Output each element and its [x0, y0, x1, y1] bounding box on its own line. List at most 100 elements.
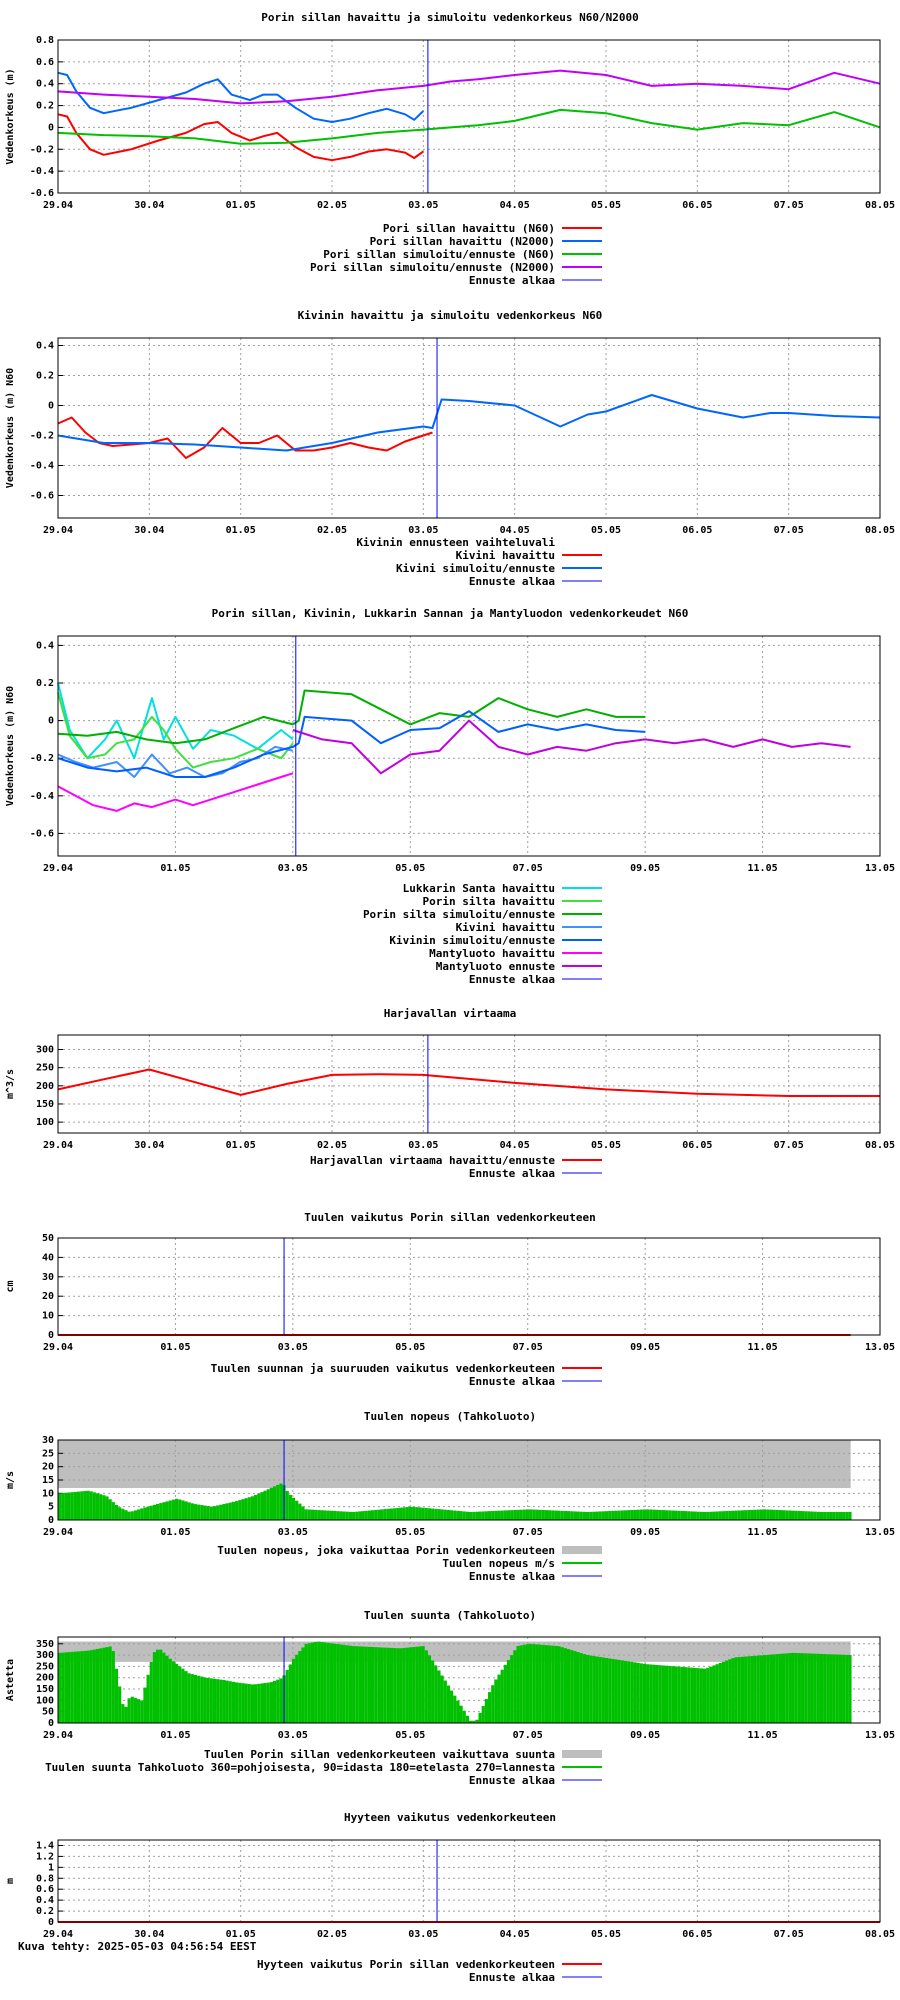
bar	[193, 1504, 198, 1520]
y-tick-label: 0	[48, 1718, 54, 1729]
bar	[510, 1655, 514, 1723]
x-tick-label: 11.05	[748, 863, 778, 874]
legend-label: Tuulen Porin sillan vedenkorkeuteen vaik…	[204, 1748, 555, 1761]
bar	[307, 1643, 311, 1723]
bar	[86, 1490, 90, 1520]
bar	[80, 1491, 84, 1520]
bar	[541, 1509, 545, 1520]
x-tick-label: 07.05	[774, 525, 804, 536]
bar	[794, 1510, 798, 1520]
series-line	[57, 416, 433, 459]
bar	[848, 1655, 852, 1723]
bar	[462, 1710, 466, 1723]
x-tick-label: 13.05	[865, 1730, 895, 1741]
bar	[687, 1511, 691, 1520]
bar	[510, 1510, 514, 1520]
x-tick-label: 03.05	[278, 863, 308, 874]
bar	[329, 1643, 334, 1723]
bar	[491, 1510, 495, 1520]
bar	[301, 1647, 305, 1723]
plot-frame	[57, 1636, 881, 1724]
bar	[608, 1658, 612, 1723]
bar	[532, 1644, 536, 1723]
bar	[563, 1510, 568, 1520]
bar	[484, 1511, 488, 1520]
bar	[443, 1680, 447, 1723]
bar	[352, 1646, 356, 1723]
series-line	[57, 692, 294, 769]
bar	[649, 1509, 653, 1520]
bar	[367, 1510, 371, 1520]
bar	[807, 1511, 811, 1520]
bar	[506, 1510, 511, 1520]
bar	[241, 1499, 245, 1520]
chart-1: Porin sillan havaittu ja simuloitu veden…	[5, 11, 895, 287]
bar	[453, 1695, 457, 1723]
x-tick-label: 13.05	[865, 863, 895, 874]
bar	[272, 1680, 277, 1723]
y-tick-label: 30	[42, 1435, 54, 1446]
bar	[614, 1659, 618, 1723]
bar	[276, 1484, 280, 1520]
bar	[209, 1678, 213, 1723]
bar	[238, 1500, 242, 1520]
bar	[174, 1498, 179, 1520]
bar	[744, 1510, 748, 1520]
y-axis-label: m/s	[5, 1471, 16, 1489]
bar	[92, 1492, 96, 1520]
bar	[412, 1506, 416, 1520]
bar	[333, 1643, 337, 1723]
y-tick-label: 250	[36, 1063, 54, 1074]
bar	[152, 1652, 157, 1723]
series-line	[57, 108, 881, 145]
bar	[219, 1504, 223, 1520]
bar	[652, 1509, 656, 1520]
bar	[563, 1648, 568, 1723]
legend: Tuulen suunnan ja suuruuden vaikutus ved…	[211, 1362, 602, 1388]
bar	[250, 1496, 255, 1520]
chart-title: Tuulen suunta (Tahkoluoto)	[364, 1609, 536, 1622]
bar	[367, 1646, 371, 1723]
bar	[513, 1650, 517, 1723]
bar	[525, 1509, 530, 1520]
bar	[620, 1510, 624, 1520]
bar	[459, 1705, 463, 1723]
bar	[747, 1656, 751, 1723]
x-tick-label: 03.05	[278, 1342, 308, 1353]
x-tick-label: 29.04	[43, 1342, 73, 1353]
x-tick-label: 04.05	[500, 200, 530, 211]
bar	[469, 1512, 473, 1520]
bar	[516, 1509, 520, 1520]
bar	[377, 1509, 381, 1520]
bar	[269, 1682, 273, 1723]
bar	[89, 1491, 93, 1520]
bar	[355, 1646, 359, 1723]
x-tick-label: 03.05	[278, 1730, 308, 1741]
bar	[810, 1511, 814, 1520]
x-tick-label: 05.05	[395, 1527, 425, 1538]
bar	[756, 1509, 760, 1520]
bar	[617, 1510, 621, 1520]
bar	[92, 1649, 96, 1723]
bar	[731, 1510, 735, 1520]
bar	[459, 1511, 463, 1520]
bar	[696, 1511, 700, 1520]
bar	[288, 1494, 292, 1520]
bar	[636, 1509, 640, 1520]
bar	[576, 1652, 580, 1723]
bar	[450, 1510, 454, 1520]
bar	[329, 1510, 334, 1520]
series-line	[57, 71, 424, 123]
y-tick-label: 150	[36, 1099, 54, 1110]
y-axis-label: Astetta	[5, 1659, 16, 1701]
bar	[769, 1509, 773, 1520]
bar	[108, 1646, 112, 1723]
bar	[203, 1505, 207, 1520]
bar	[279, 1483, 283, 1520]
y-tick-label: 5	[48, 1502, 54, 1513]
bar	[348, 1511, 353, 1520]
x-tick-label: 29.04	[43, 1730, 73, 1741]
bar	[570, 1650, 574, 1723]
bar	[693, 1511, 697, 1520]
bar	[143, 1507, 147, 1520]
